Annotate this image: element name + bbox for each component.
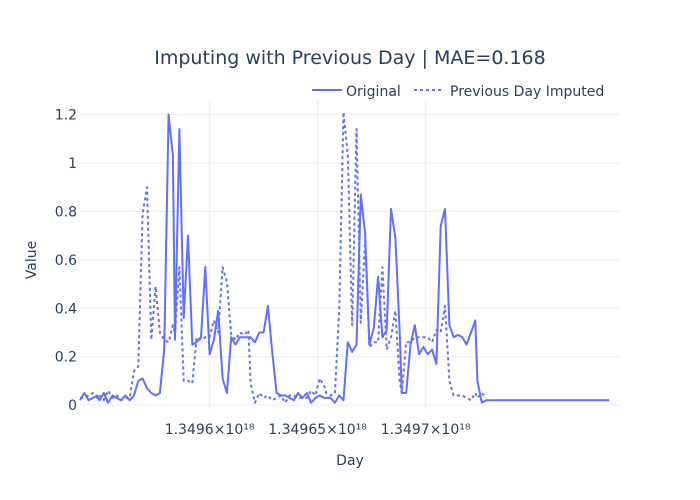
y-tick-label: 0 (68, 398, 77, 414)
series-layer (79, 111, 610, 404)
y-tick-label: 0.8 (55, 204, 77, 220)
y-tick-label: 1.2 (55, 108, 77, 124)
x-axis-ticks: 1.3496×10¹⁸ 1.34965×10¹⁸ 1.3497×10¹⁸ (165, 422, 471, 438)
y-tick-label: 0.6 (55, 253, 77, 269)
legend: Original Previous Day Imputed (312, 84, 604, 100)
plot-area (79, 100, 620, 410)
legend-original-label[interactable]: Original (346, 84, 401, 100)
y-tick-label: 1 (68, 156, 77, 172)
chart-title: Imputing with Previous Day | MAE=0.168 (154, 47, 545, 69)
y-axis-title: Value (24, 241, 40, 279)
x-tick-label: 1.3497×10¹⁸ (381, 422, 471, 438)
x-tick-label: 1.34965×10¹⁸ (268, 422, 367, 438)
x-tick-label: 1.3496×10¹⁸ (165, 422, 255, 438)
series-original-line[interactable] (79, 113, 610, 404)
y-gridlines (80, 114, 620, 406)
legend-imputed-label[interactable]: Previous Day Imputed (450, 84, 604, 100)
y-tick-label: 0.2 (55, 350, 77, 366)
x-axis-title: Day (336, 453, 364, 469)
y-axis-ticks: 0 0.2 0.4 0.6 0.8 1 1.2 (55, 108, 77, 415)
series-previous-day-imputed-line[interactable] (80, 111, 487, 404)
x-gridlines (209, 100, 427, 410)
y-tick-label: 0.4 (55, 301, 77, 317)
